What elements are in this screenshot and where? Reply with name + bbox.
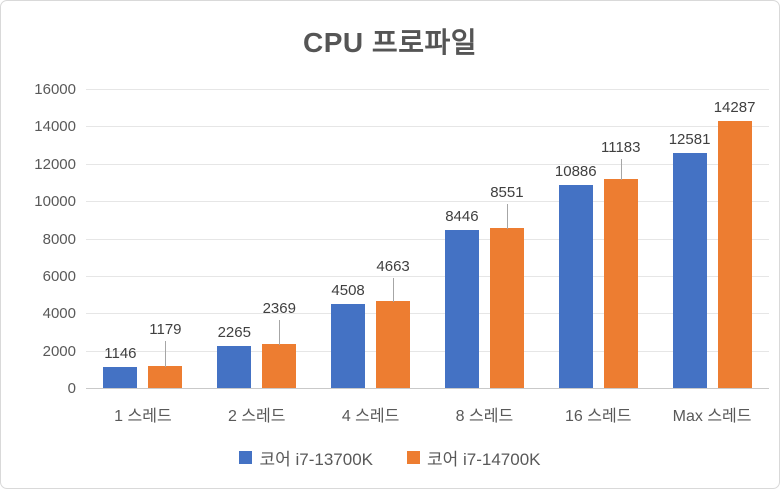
- y-axis-tick-label: 4000: [42, 305, 76, 323]
- bar-코어-i7-13700K: [558, 184, 593, 388]
- data-label: 1146: [104, 344, 137, 362]
- gridline: [86, 201, 769, 203]
- y-axis-tick-label: 16000: [34, 81, 76, 98]
- y-axis-tick-label: 14000: [34, 118, 76, 136]
- leader-line: [620, 158, 622, 181]
- data-label: 11183: [601, 138, 641, 156]
- bar-코어-i7-13700K: [103, 366, 138, 388]
- gridline: [86, 313, 769, 315]
- bar-코어-i7-14700K: [717, 121, 752, 388]
- bar-코어-i7-13700K: [217, 345, 252, 388]
- bar-코어-i7-13700K: [444, 230, 479, 388]
- bar-코어-i7-14700K: [262, 343, 297, 388]
- x-axis-category-label: 8 스레드: [455, 408, 514, 425]
- y-axis-tick-label: 0: [67, 380, 76, 397]
- legend: 코어 i7-13700K 코어 i7-14700K: [1, 445, 779, 470]
- gridline: [86, 89, 769, 90]
- bar-코어-i7-14700K: [489, 228, 524, 388]
- y-axis-tick-label: 10000: [34, 193, 76, 211]
- x-axis-category-label: 16 스레드: [565, 408, 632, 425]
- gridline: [86, 275, 769, 277]
- y-axis-tick-label: 12000: [34, 155, 76, 173]
- leader-line: [506, 204, 508, 230]
- data-label: 4508: [331, 281, 365, 299]
- y-axis-tick-label: 8000: [42, 230, 76, 248]
- gridline: [86, 238, 769, 240]
- data-label: 14287: [713, 99, 756, 117]
- data-label: 8446: [445, 208, 479, 226]
- legend-swatch: [407, 451, 420, 464]
- data-label: 8551: [490, 184, 524, 202]
- gridline: [86, 126, 769, 128]
- leader-line: [279, 319, 281, 345]
- y-axis-tick-label: 2000: [42, 342, 76, 360]
- chart-title: CPU 프로파일: [303, 27, 477, 58]
- plot-area: 0 2000 4000 6000 8000 10000 12000 14000 16000 114…: [34, 81, 769, 425]
- leader-line: [165, 340, 167, 367]
- legend-label: 코어 i7-14700K: [427, 450, 541, 469]
- gridline: [86, 350, 769, 352]
- x-axis-category-label: 1 스레드: [114, 408, 172, 425]
- leader-line: [393, 277, 395, 302]
- x-axis-category-label: 2 스레드: [227, 408, 286, 425]
- gridline: [86, 163, 769, 165]
- data-label: 4663: [376, 257, 410, 275]
- legend-item: 코어 i7-14700K: [407, 445, 541, 470]
- bar-코어-i7-13700K: [331, 303, 366, 388]
- legend-label: 코어 i7-13700K: [259, 450, 373, 469]
- y-axis-tick-label: 6000: [42, 267, 76, 285]
- x-axis-line: [86, 388, 769, 389]
- legend-swatch: [239, 451, 253, 464]
- bar-코어-i7-14700K: [376, 300, 411, 388]
- x-axis-category-label: Max 스레드: [672, 408, 752, 425]
- data-label: 2369: [262, 299, 296, 317]
- data-label: 2265: [217, 323, 251, 341]
- data-label: 12581: [668, 130, 711, 148]
- data-label: 1179: [149, 320, 182, 338]
- bar-코어-i7-14700K: [603, 179, 638, 388]
- data-label: 10886: [554, 162, 597, 180]
- bar-코어-i7-14700K: [148, 365, 183, 388]
- x-axis-category-label: 4 스레드: [341, 408, 400, 425]
- legend-item: 코어 i7-13700K: [239, 445, 373, 470]
- bar-코어-i7-13700K: [672, 152, 707, 388]
